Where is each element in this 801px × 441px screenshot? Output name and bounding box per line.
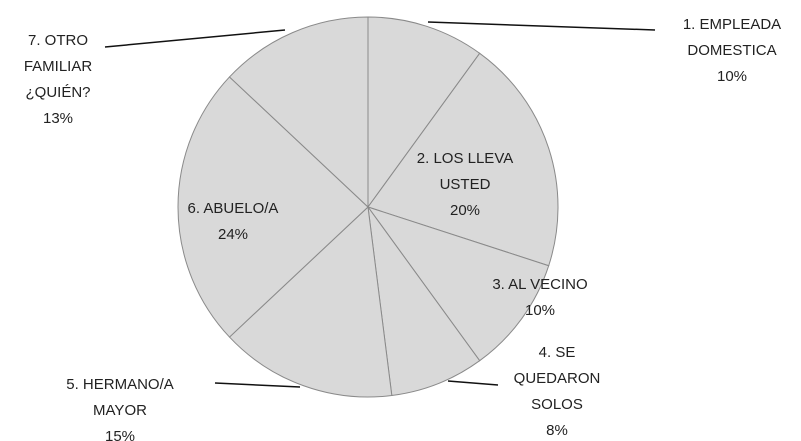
slice-label: 6. ABUELO/A 24% (173, 196, 293, 248)
leader-line (427, 21, 656, 31)
pie-slice (228, 205, 393, 398)
value-label: 13% (42, 110, 74, 127)
category-label: 5. HERMANO/A MAYOR (66, 376, 174, 419)
leader-line (104, 29, 286, 48)
category-label: 6. ABUELO/A (187, 200, 279, 217)
slice-label: 2. LOS LLEVA USTED 20% (405, 146, 525, 224)
category-label: 7. OTRO FAMILIAR ¿QUIÉN? (23, 32, 93, 101)
slice-label: 5. HERMANO/A MAYOR 15% (55, 372, 185, 441)
pie-slice (367, 206, 481, 397)
pie-slice (177, 76, 369, 338)
value-label: 24% (217, 226, 249, 243)
category-label: 1. EMPLEADA DOMESTICA (682, 16, 782, 59)
category-label: 4. SE QUEDARON SOLOS (513, 344, 601, 413)
value-label: 10% (524, 302, 556, 319)
value-label: 15% (104, 428, 136, 441)
pie-slice (366, 206, 550, 362)
category-label: 3. AL VECINO (492, 276, 588, 293)
slice-label: 1. EMPLEADA DOMESTICA 10% (667, 12, 797, 90)
pie-slice (367, 52, 559, 267)
pie-slice (228, 16, 369, 209)
value-label: 20% (449, 202, 481, 219)
value-label: 8% (546, 422, 568, 439)
pie-slice (367, 16, 481, 209)
slice-label: 4. SE QUEDARON SOLOS 8% (512, 340, 602, 441)
category-label: 2. LOS LLEVA USTED (416, 150, 514, 193)
value-label: 10% (716, 68, 748, 85)
leader-line (214, 382, 301, 388)
leader-line (447, 380, 499, 386)
slice-label: 3. AL VECINO 10% (470, 272, 610, 324)
slice-label: 7. OTRO FAMILIAR ¿QUIÉN? 13% (13, 28, 103, 132)
